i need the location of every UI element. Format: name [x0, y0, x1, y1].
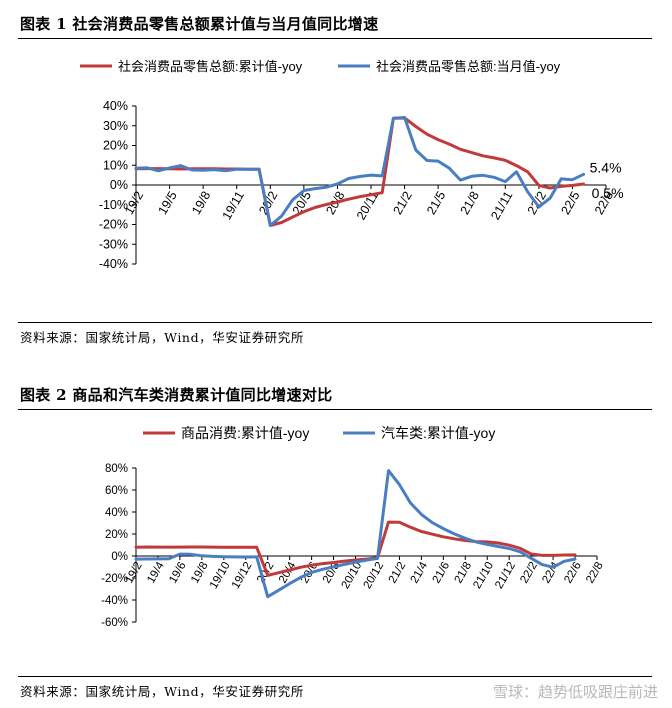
chart2-x-tick-label: 21/2: [387, 560, 409, 585]
chart2-series-line-1: [134, 520, 577, 577]
chart2-x-tick-label: 22/8: [584, 560, 606, 585]
chart1-x-tick-label: 19/2: [122, 189, 146, 217]
chart1-y-tick-label: -30%: [99, 237, 128, 251]
chart2-x-tick-label: 20/12: [362, 560, 387, 591]
chart2-x-tick-label: 21/8: [453, 560, 475, 585]
figure2-source: 资料来源：国家统计局，Wind，华安证券研究所: [20, 684, 304, 699]
watermark: 雪球：趋势低吸跟庄前进: [492, 683, 658, 701]
chart2-x-tick-label: 21/6: [431, 560, 453, 585]
chart2-x-tick-label: 21/4: [409, 560, 431, 586]
chart2-y-tick-label: 20%: [105, 529, 128, 541]
chart1-y-tick-label: 0%: [110, 178, 128, 192]
chart1-svg: 社会消费品零售总额:累计值-yoy 社会消费品零售总额:当月值-yoy -40% -3…: [80, 59, 624, 271]
chart2-x-tick-label: 19/6: [167, 560, 189, 585]
chart2-y-tick-label: 0%: [111, 551, 128, 563]
chart1-series-line-2: [134, 116, 586, 227]
chart1-y-tick-label: 40%: [103, 99, 128, 113]
chart1-y-tick-label: 10%: [103, 158, 128, 172]
chart1-annotation-cumulative: 0.5%: [592, 185, 624, 201]
chart1-x-tick-label: 19/8: [189, 189, 213, 217]
chart2-x-tick-label: 22/2: [518, 560, 540, 585]
chart2-y-tick-label: -60%: [101, 617, 128, 629]
figure2-top-rule: [18, 409, 652, 410]
chart2-y-tick-label: 80%: [105, 463, 128, 475]
chart2-x-tick-label: 22/6: [562, 560, 584, 585]
chart2-legend-label-2: 汽车类:累计值-yoy: [381, 425, 495, 441]
chart1-annotation-current-month: 5.4%: [590, 159, 622, 175]
chart1-y-tick-label: -10%: [99, 198, 128, 212]
chart2-y-tick-label: -40%: [101, 595, 128, 607]
chart2-y-tick-label: -20%: [101, 573, 128, 585]
chart2-series-line-2: [134, 469, 577, 599]
figure1-title: 图表 1 社会消费品零售总额累计值与当月值同比增速: [20, 15, 379, 33]
chart2-x-tick-label: 19/4: [145, 560, 167, 586]
chart1-x-tick-label: 19/5: [155, 189, 179, 217]
chart1-x-tick-label: 22/5: [558, 189, 582, 217]
chart2-legend-label-1: 商品消费:累计值-yoy: [181, 425, 309, 441]
chart1-x-tick-label: 21/11: [488, 189, 515, 222]
figure1-top-rule: [18, 38, 652, 39]
figure1-bottom-rule: [18, 322, 652, 323]
chart1-legend-label-2: 社会消费品零售总额:当月值-yoy: [376, 59, 561, 74]
chart1-y-tick-label: -40%: [99, 257, 128, 271]
figure2-bottom-rule: [18, 676, 652, 677]
chart2-y-tick-label: 60%: [105, 485, 128, 497]
chart1-x-tick-label: 21/2: [390, 189, 414, 217]
chart1-y-tick-label: -20%: [99, 218, 128, 232]
chart1-legend-label-1: 社会消费品零售总额:累计值-yoy: [118, 59, 303, 74]
chart2-x-tick-label: 19/8: [189, 560, 211, 585]
chart2-x-tick-label: 21/10: [471, 560, 496, 591]
chart2-x-tick-label: 19/2: [123, 560, 145, 585]
chart2-x-tick-label: 21/12: [493, 560, 518, 591]
chart1-y-tick-label: 30%: [103, 119, 128, 133]
figure1-source: 资料来源：国家统计局，Wind，华安证券研究所: [20, 330, 304, 345]
chart1-x-tick-label: 19/11: [220, 189, 247, 222]
chart1-y-tick-label: 20%: [103, 139, 128, 153]
chart2-x-tick-label: 19/10: [208, 560, 233, 591]
chart2-svg: 商品消费:累计值-yoy 汽车类:累计值-yoy -60% -40% -20% 0% 20%…: [101, 425, 606, 629]
chart2-x-tick-label: 19/12: [230, 560, 255, 591]
chart1-x-tick-label: 21/5: [424, 189, 448, 217]
chart1-x-tick-label: 21/8: [458, 189, 482, 217]
chart2-y-tick-label: 40%: [105, 507, 128, 519]
figure2-title: 图表 2 商品和汽车类消费累计值同比增速对比: [20, 386, 333, 404]
